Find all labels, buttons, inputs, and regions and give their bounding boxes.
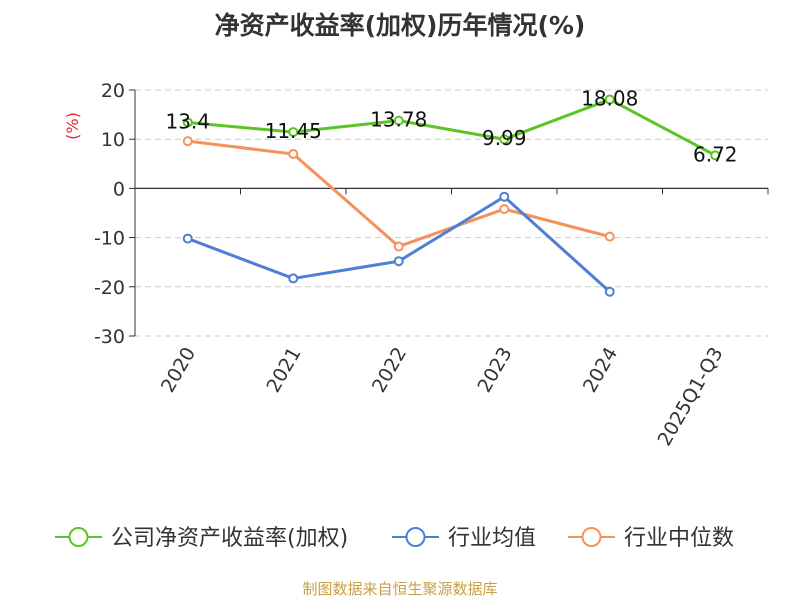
data-label-layer: 13.4 11.45 13.78 9.99 18.08 6.72 — [165, 86, 737, 166]
series-point — [710, 150, 721, 161]
legend-marker — [68, 527, 89, 547]
series-point — [604, 94, 615, 105]
data-label: 9.99 — [482, 126, 527, 150]
data-label: 13.4 — [165, 109, 210, 133]
x-tick-label: 2024 — [579, 344, 622, 397]
series-point — [182, 117, 193, 128]
x-tick-label: 2022 — [368, 344, 411, 397]
y-tick-label: -10 — [94, 228, 125, 250]
grid-layer — [135, 89, 768, 337]
x-tick-label: 2021 — [262, 344, 305, 397]
series-point — [288, 127, 299, 138]
legend-label: 行业均值 — [448, 526, 536, 551]
legend-label: 公司净资产收益率(加权) — [111, 526, 348, 551]
legend-label: 行业中位数 — [624, 526, 734, 551]
series-point — [499, 204, 510, 215]
chart-title: 净资产收益率(加权)历年情况(%) — [214, 11, 586, 40]
data-label: 6.72 — [693, 142, 738, 166]
x-tick-label: 2025Q1-Q3 — [654, 344, 728, 450]
y-tick-label: 10 — [101, 129, 125, 151]
series-line — [187, 139, 611, 248]
series-point — [182, 233, 193, 244]
source-note: 制图数据来自恒生聚源数据库 — [302, 580, 498, 598]
data-label: 11.45 — [265, 119, 322, 143]
axis-layer: -30 -20 -10 0 10 20 (%) 2020 2021 2022 2023 2024 202… — [63, 80, 769, 450]
series-point — [393, 241, 404, 252]
series-point — [393, 115, 404, 126]
x-tick-label: 2023 — [473, 344, 516, 397]
series-point — [182, 136, 193, 147]
x-tick-label: 2020 — [157, 344, 200, 397]
y-tick-label: -30 — [94, 326, 125, 348]
series-line — [187, 97, 716, 157]
series-point — [288, 273, 299, 284]
data-label: 18.08 — [581, 86, 638, 110]
data-label: 13.78 — [370, 108, 427, 132]
y-axis-label: (%) — [63, 112, 82, 140]
series-point — [499, 191, 510, 202]
series-point — [499, 134, 510, 145]
legend-marker — [405, 527, 426, 547]
legend-marker — [581, 527, 602, 547]
series-point — [393, 256, 404, 267]
y-tick-label: -20 — [94, 277, 125, 299]
series-layer — [182, 94, 721, 297]
legend: 公司净资产收益率(加权) 行业均值 行业中位数 — [55, 526, 734, 551]
series-point — [604, 231, 615, 242]
y-tick-label: 0 — [113, 178, 125, 200]
series-point — [604, 286, 615, 297]
series-point — [288, 148, 299, 159]
y-tick-label: 20 — [101, 80, 125, 102]
